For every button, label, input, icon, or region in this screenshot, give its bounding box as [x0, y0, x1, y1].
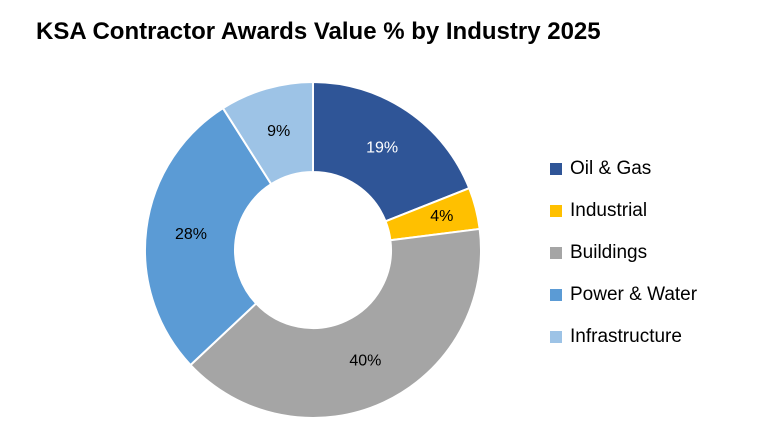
- legend-item-power-water: Power & Water: [550, 274, 697, 316]
- chart-legend: Oil & Gas Industrial Buildings Power & Wate…: [550, 148, 697, 358]
- slice-power-water: [144, 106, 273, 367]
- legend-swatch: [550, 205, 562, 217]
- slice-infrastructure: [221, 80, 314, 186]
- data-label-infrastructure: 9%: [267, 123, 290, 140]
- legend-swatch: [550, 289, 562, 301]
- legend-item-infrastructure: Infrastructure: [550, 316, 697, 358]
- legend-label: Power & Water: [570, 284, 698, 305]
- slice-oil-gas: [312, 80, 471, 223]
- legend-label: Buildings: [570, 242, 648, 263]
- data-label-buildings: 40%: [349, 353, 381, 370]
- legend-item-oil-gas: Oil & Gas: [550, 148, 697, 190]
- legend-item-buildings: Buildings: [550, 232, 697, 274]
- legend-swatch: [550, 163, 562, 175]
- legend-item-industrial: Industrial: [550, 190, 697, 232]
- legend-label: Infrastructure: [570, 326, 682, 347]
- data-label-oil-gas: 19%: [366, 139, 398, 156]
- legend-swatch: [550, 247, 562, 259]
- data-label-power-water: 28%: [175, 226, 207, 243]
- slice-buildings: [189, 227, 482, 419]
- legend-label: Industrial: [570, 200, 648, 221]
- data-label-industrial: 4%: [430, 208, 453, 225]
- legend-label: Oil & Gas: [570, 158, 652, 179]
- chart-title: KSA Contractor Awards Value % by Industr…: [36, 18, 601, 45]
- legend-swatch: [550, 331, 562, 343]
